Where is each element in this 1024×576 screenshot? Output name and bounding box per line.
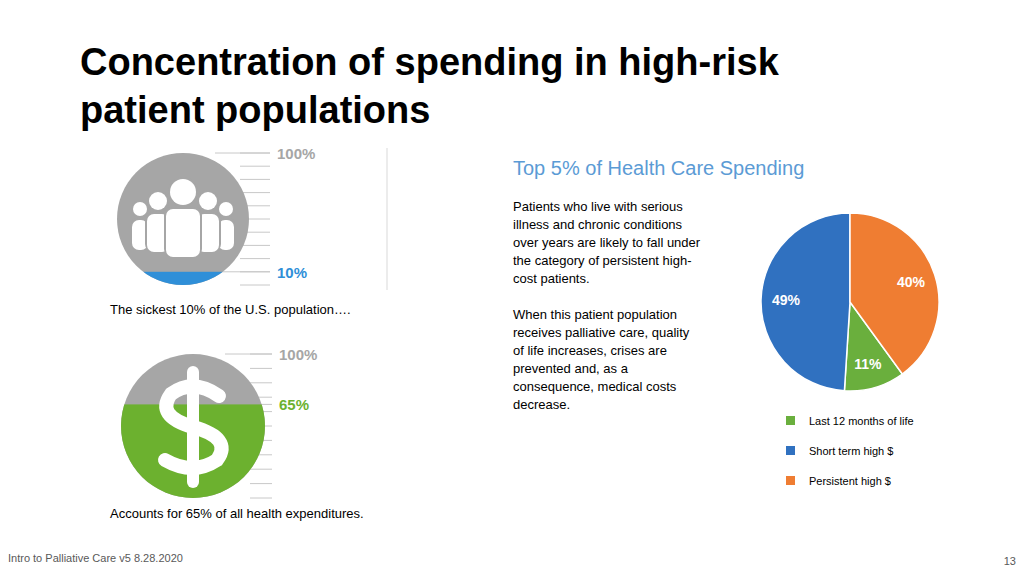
fill-level [117, 272, 249, 285]
person-head [170, 179, 196, 205]
divider [387, 148, 388, 290]
panel-text: cost patients. [513, 271, 590, 286]
panel-text: decrease. [513, 397, 570, 412]
pie-slice [850, 213, 939, 374]
person-outline [147, 190, 169, 212]
panel-text: prevented and, as a [513, 361, 629, 376]
value-label: 10% [277, 264, 307, 281]
panel-text: the category of persistent high- [513, 253, 692, 268]
legend-swatch [786, 416, 795, 425]
panel-text: Patients who live with serious [513, 199, 683, 214]
data-label: 49% [772, 292, 801, 308]
ruler-max-tick [215, 153, 270, 154]
panel-text: receives palliative care, quality [513, 325, 690, 340]
ruler-tick [250, 469, 272, 470]
panel-text: over years are likely to fall under [513, 235, 701, 250]
slide-title: patient populations [80, 89, 430, 131]
ruler-tick [240, 166, 270, 167]
ruler-tick [240, 285, 270, 286]
person-outline [217, 200, 235, 218]
legend-swatch [786, 476, 795, 485]
legend-label: Last 12 months of life [809, 415, 914, 427]
slide: Concentration of spending in high-risk pa… [0, 0, 1024, 576]
panel-text: illness and chronic conditions [513, 217, 683, 232]
data-label: 40% [897, 274, 926, 290]
pie [761, 213, 939, 391]
ruler-tick [250, 483, 272, 484]
pie-slice [761, 213, 850, 391]
person-head [219, 202, 233, 216]
icon-circle [117, 153, 249, 285]
ruler-tick [250, 368, 272, 369]
panel-text: When this patient population [513, 307, 677, 322]
person-outline [164, 207, 202, 257]
legend-swatch [786, 446, 795, 455]
infographic: 100% 65% Accounts for 65% of all health ex… [110, 346, 364, 521]
person-outline [168, 177, 198, 207]
scale-label: 100% [279, 346, 317, 363]
panel-text: consequence, medical costs [513, 379, 677, 394]
ruler-value-tick [215, 271, 270, 272]
ruler-max-tick [225, 354, 272, 355]
legend-label: Persistent high $ [809, 475, 891, 487]
page-number: 13 [1004, 555, 1016, 567]
panel-heading: Top 5% of Health Care Spending [513, 157, 804, 179]
person-head [133, 202, 147, 216]
ruler-tick [240, 258, 270, 259]
person-outline [131, 200, 149, 218]
ruler-tick [250, 498, 272, 499]
person-outline [197, 190, 219, 212]
person-head [149, 192, 167, 210]
person-body [166, 209, 200, 257]
ruler-tick [240, 245, 270, 246]
ruler-tick [250, 382, 272, 383]
infographic: 100% 10% The sickest 10% of the U.S. popul… [110, 145, 351, 317]
scale-label: 100% [277, 145, 315, 162]
background [0, 0, 1024, 576]
slide-title: Concentration of spending in high-risk [80, 41, 780, 83]
person-head [199, 192, 217, 210]
footer: Intro to Palliative Care v5 8.28.2020 [8, 552, 183, 564]
caption: The sickest 10% of the U.S. population…. [110, 302, 351, 317]
caption: Accounts for 65% of all health expenditu… [110, 506, 364, 521]
ruler-tick [240, 192, 270, 193]
ruler-tick [240, 179, 270, 180]
dollar-icon [187, 372, 199, 482]
data-label: 11% [854, 356, 882, 372]
legend: Last 12 months of life Short term high $ P… [786, 415, 914, 487]
legend-label: Short term high $ [809, 445, 893, 457]
panel-text: of life increases, crises are [513, 343, 667, 358]
icon-circle [121, 354, 265, 498]
value-label: 65% [279, 396, 309, 413]
